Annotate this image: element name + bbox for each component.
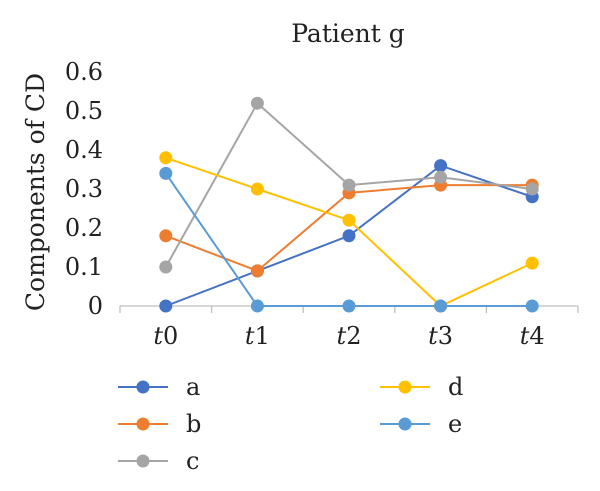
y-tick-label: 0 [88,292,103,320]
x-tick-label-suffix: 3 [438,322,453,350]
data-point-b [250,264,264,278]
x-tick-label: t1 [245,322,270,350]
chart-title: Patient g [291,19,405,48]
legend-item-e: e [380,410,462,438]
legend-label: d [448,373,463,401]
data-point-a [342,229,356,243]
data-point-c [250,96,264,110]
data-point-d [525,256,539,270]
y-tick-label: 0.1 [65,253,103,281]
x-tick-label-prefix: t [428,322,438,350]
x-tick-label-suffix: 1 [255,322,270,350]
y-tick-label: 0.3 [65,175,103,203]
series-lines [164,101,533,308]
y-axis-label: Components of CD [21,73,50,311]
data-point-d [159,151,173,165]
legend-label: a [186,373,200,401]
x-tick-label-suffix: 2 [346,322,361,350]
legend-swatch-marker [136,417,150,431]
legend-item-a: a [118,373,200,401]
legend-swatch-marker [398,417,412,431]
x-axis-ticks: t0 t1 t2 t3 t4 [119,306,579,350]
legend-item-c: c [118,447,199,475]
x-tick-label-prefix: t [337,322,347,350]
legend-swatch-marker [398,380,412,394]
legend-label: b [186,410,201,438]
x-tick-label: t2 [337,322,362,350]
y-tick-label: 0.6 [65,58,103,86]
x-tick-label-suffix: 4 [529,322,544,350]
x-tick-label-suffix: 0 [163,322,178,350]
legend: abc de [118,373,463,475]
y-tick-label: 0.2 [65,214,103,242]
data-point-e [250,299,264,313]
legend-label: e [448,410,462,438]
data-point-c [159,260,173,274]
series-points [159,96,539,313]
data-point-c [434,170,448,184]
y-tick-label: 0.5 [65,97,103,125]
data-point-e [159,166,173,180]
x-tick-label-prefix: t [153,322,163,350]
x-tick-label: t4 [520,322,545,350]
x-tick-label-prefix: t [245,322,255,350]
data-point-c [342,178,356,192]
y-tick-label: 0.4 [65,136,103,164]
data-point-d [250,182,264,196]
data-point-e [434,299,448,313]
x-tick-label: t0 [153,322,178,350]
legend-label: c [186,447,199,475]
data-point-b [159,229,173,243]
x-tick-label-prefix: t [520,322,530,350]
legend-item-b: b [118,410,201,438]
y-axis-ticks: 0 0.1 0.2 0.3 0.4 0.5 0.6 [65,58,103,320]
data-point-a [434,159,448,173]
data-point-d [342,213,356,227]
data-point-e [342,299,356,313]
data-point-e [525,299,539,313]
data-point-a [159,299,173,313]
legend-swatch-marker [136,454,150,468]
x-tick-label: t3 [428,322,453,350]
legend-swatch-marker [136,380,150,394]
data-point-c [525,182,539,196]
legend-item-d: d [380,373,463,401]
